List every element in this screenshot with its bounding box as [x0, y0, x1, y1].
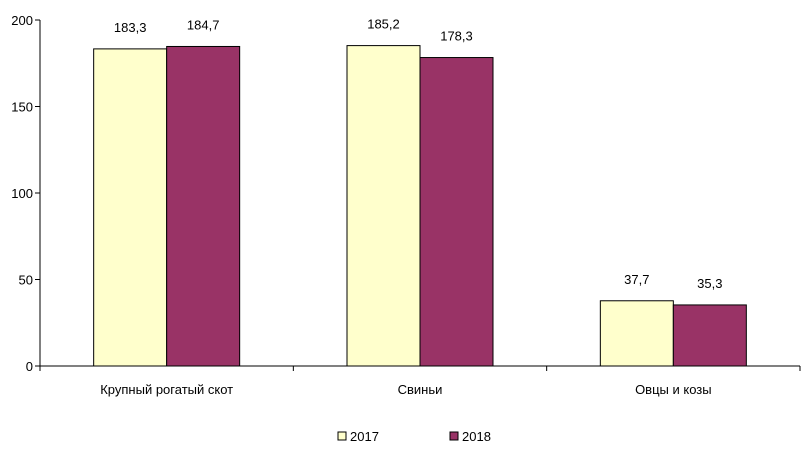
bar-2017 — [346, 45, 421, 367]
y-tick-label: 100 — [11, 186, 33, 201]
x-tick-label: Свиньи — [398, 382, 443, 397]
y-tick-label: 200 — [11, 13, 33, 28]
y-tick-label: 0 — [26, 359, 33, 374]
y-tick-label: 50 — [19, 273, 33, 288]
legend-swatch-2018 — [449, 431, 459, 441]
data-label: 185,2 — [367, 17, 400, 32]
y-tick-label: 150 — [11, 100, 33, 115]
data-label: 184,7 — [187, 17, 220, 32]
data-label: 37,7 — [624, 272, 649, 287]
data-label: 178,3 — [440, 29, 473, 44]
bar-2017 — [93, 48, 168, 367]
legend-swatch-2017 — [337, 431, 347, 441]
legend-label: 2018 — [462, 429, 491, 444]
bar-2018 — [672, 304, 747, 367]
legend-label: 2017 — [350, 429, 379, 444]
x-tick-label: Крупный рогатый скот — [100, 382, 233, 397]
bar-2018 — [166, 45, 241, 367]
x-tick-label: Овцы и козы — [635, 382, 712, 397]
data-label: 35,3 — [697, 276, 722, 291]
data-label: 183,3 — [114, 20, 147, 35]
bar-2017 — [599, 300, 674, 367]
bar-2018 — [419, 57, 494, 367]
